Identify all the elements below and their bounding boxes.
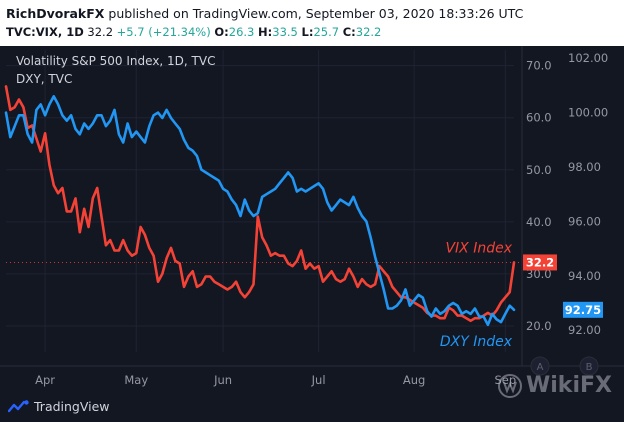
tradingview-logo[interactable]: TradingView [7, 396, 110, 414]
vix-axis-tick-label: 40.0 [526, 215, 552, 229]
axis-b-button-bg [579, 356, 599, 376]
dxy-axis-tick-label: 98.00 [568, 160, 601, 174]
price-chart[interactable]: 70.060.050.040.030.020.0102.00100.0098.0… [0, 46, 624, 422]
published-text: published on TradingView.com, September … [108, 6, 524, 21]
vix-axis-tick-label: 70.0 [526, 59, 552, 73]
vix-axis-tick-label: 60.0 [526, 111, 552, 125]
axis-a-button-bg [530, 356, 550, 376]
x-axis-tick-label: May [124, 373, 148, 387]
dxy-axis-tick-label: 96.00 [568, 214, 601, 228]
dxy-axis-tick-label: 94.00 [568, 269, 601, 283]
author-name[interactable]: RichDvorakFX [6, 6, 105, 21]
chart-axes: 70.060.050.040.030.020.0102.00100.0098.0… [0, 46, 624, 387]
x-axis-tick-label: Jun [213, 373, 232, 387]
tradingview-logo-icon [7, 399, 29, 412]
open-value: 26.3 [228, 25, 255, 39]
open-label: O: [214, 25, 229, 39]
dxy-price-tag: 92.75 [565, 303, 601, 317]
wikifx-watermark: WikiFX [498, 373, 612, 398]
dxy-axis-tick-label: 102.00 [568, 51, 608, 65]
publish-header: RichDvorakFX published on TradingView.co… [0, 0, 624, 46]
chart-annotations: 32.2 92.75 VIX Index DXY Index [440, 240, 603, 350]
vix-price-tag-bg [523, 254, 557, 271]
axis-a-button: A [537, 362, 544, 373]
vix-price-tag: 32.2 [526, 255, 554, 269]
publish-line: RichDvorakFX published on TradingView.co… [6, 6, 523, 21]
quote-line: TVC:VIX, 1D 32.2 +5.7 (+21.34%) O:26.3 H… [6, 25, 381, 39]
dxy-index-annotation: DXY Index [440, 334, 513, 350]
secondary-series-legend: DXY, TVC [16, 72, 73, 86]
high-value: 33.5 [272, 25, 298, 39]
axis-b-button: B [586, 362, 593, 373]
dxy-axis-tick-label: 92.00 [568, 323, 601, 337]
last-price: 32.2 [87, 25, 114, 39]
x-axis-tick-label: Aug [403, 373, 425, 387]
close-value: 32.2 [355, 25, 382, 39]
vix-axis-tick-label: 50.0 [526, 163, 552, 177]
dxy-axis-tick-label: 100.00 [568, 106, 608, 120]
price-change: +5.7 (+21.34%) [116, 25, 211, 39]
dxy-price-tag-bg [563, 301, 603, 318]
vix-index-annotation: VIX Index [445, 240, 512, 256]
vix-axis-tick-label: 20.0 [526, 319, 552, 333]
chart-title: Volatility S&P 500 Index, 1D, TVC [16, 54, 216, 68]
symbol-label: TVC:VIX, 1D [6, 25, 84, 39]
x-axis-tick-label: Jul [311, 373, 326, 387]
chart-series [4, 85, 516, 327]
high-label: H: [258, 25, 273, 39]
low-value: 25.7 [313, 25, 340, 39]
wikifx-text: WikiFX [526, 373, 612, 398]
chart-grid [6, 50, 514, 352]
close-label: C: [342, 25, 356, 39]
low-label: L: [301, 25, 314, 39]
x-axis-tick-label: Apr [35, 373, 55, 387]
tradingview-brand-text: TradingView [34, 399, 110, 414]
dxy-series-line [4, 94, 516, 327]
wikifx-logo-icon [498, 373, 522, 398]
